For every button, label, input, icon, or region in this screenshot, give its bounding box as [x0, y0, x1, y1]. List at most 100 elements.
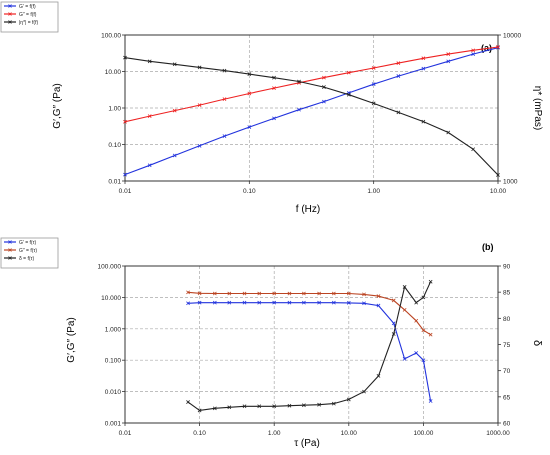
data-point-a-1 [172, 108, 177, 113]
data-point-b-2 [402, 285, 407, 289]
data-point-b-1 [402, 308, 407, 312]
data-point-b-1 [197, 291, 202, 296]
legend-label: G′ = f(f) [19, 4, 36, 10]
data-point-b-1 [362, 292, 366, 297]
y2-tick-label: 70 [503, 368, 511, 375]
legend-label: G″ = f(f) [19, 12, 37, 18]
data-point-b-1 [414, 318, 419, 323]
data-point-b-2 [362, 389, 366, 394]
data-point-b-2 [428, 279, 433, 284]
data-point-b-0 [186, 301, 190, 306]
data-point-a-0 [396, 74, 401, 78]
data-point-a-0 [247, 125, 252, 129]
data-point-b-2 [302, 403, 306, 408]
data-point-a-0 [297, 107, 301, 112]
x-tick-label: 0.01 [119, 430, 132, 437]
y2-tick-label: 90 [503, 264, 511, 271]
legend-marker [8, 240, 12, 244]
data-point-b-1 [331, 291, 336, 296]
data-point-a-1 [322, 75, 326, 80]
x-tick-label: 0.01 [119, 188, 132, 195]
data-point-a-1 [371, 66, 376, 70]
legend-label: G′ = f(τ) [19, 240, 37, 246]
data-point-a-0 [371, 82, 376, 87]
data-point-a-2 [222, 68, 227, 73]
data-point-b-2 [376, 374, 381, 378]
panel-label-b: (b) [482, 242, 494, 252]
legend-marker [8, 12, 12, 16]
data-point-b-0 [402, 357, 407, 361]
data-point-a-0 [123, 172, 127, 177]
x-tick-label: 1.00 [367, 188, 380, 195]
data-point-a-2 [396, 110, 401, 115]
data-point-a-1 [147, 114, 152, 118]
data-point-a-2 [446, 130, 451, 135]
data-point-b-0 [257, 300, 262, 305]
y-tick-label: 0.10 [108, 142, 121, 149]
y-tick-label: 0.010 [105, 389, 122, 396]
y2-tick-label: 65 [503, 394, 511, 401]
data-point-b-0 [391, 321, 396, 326]
data-point-a-2 [247, 72, 252, 76]
data-point-b-1 [428, 332, 433, 337]
data-point-a-0 [172, 153, 177, 158]
data-point-b-2 [414, 300, 419, 305]
data-point-a-1 [396, 61, 401, 65]
data-point-a-0 [471, 52, 476, 56]
data-point-b-2 [212, 406, 217, 411]
data-point-a-1 [446, 52, 451, 56]
data-point-a-1 [421, 56, 426, 61]
data-point-a-1 [496, 45, 500, 49]
data-point-a-1 [471, 48, 476, 53]
data-point-b-0 [376, 303, 381, 308]
y2-tick-label: 60 [503, 421, 511, 428]
data-point-a-0 [421, 66, 426, 71]
data-point-b-0 [302, 300, 306, 305]
chart-panel-b: G′ = f(τ) G″ = f(τ) δ = f(τ) (b) G′,G″ (Pa… [0, 237, 543, 449]
legend-marker [8, 248, 12, 252]
data-point-b-0 [414, 351, 419, 355]
chart-panel-a: G′ = f(f)G″ = f(f)|η*| = f(f) (a) G′,G″ … [0, 1, 543, 215]
data-point-a-0 [197, 143, 202, 148]
y2-tick-label: 85 [503, 290, 511, 297]
data-point-b-1 [212, 291, 217, 296]
plot-frame [124, 265, 499, 424]
data-point-a-1 [272, 86, 276, 91]
data-point-a-1 [222, 97, 227, 102]
y2-tick-label: 75 [503, 342, 511, 349]
data-point-b-1 [186, 290, 190, 295]
y-tick-label: 1.000 [105, 326, 122, 333]
data-point-a-2 [322, 85, 326, 89]
data-point-b-2 [242, 404, 247, 409]
data-point-a-2 [123, 55, 127, 60]
data-point-b-2 [186, 400, 190, 404]
data-point-a-1 [247, 91, 252, 96]
series-line-a-0 [124, 47, 499, 176]
x-tick-label: 1000.00 [486, 430, 510, 437]
x-tick-label: 0.10 [243, 188, 256, 195]
data-point-b-0 [362, 301, 366, 306]
data-point-b-2 [272, 404, 277, 409]
data-point-a-0 [322, 99, 326, 104]
x-axis-label-a: f (Hz) [296, 204, 320, 215]
data-point-b-2 [287, 403, 292, 408]
y2-tick-label: 10000 [503, 33, 521, 40]
y-tick-label: 0.100 [105, 358, 122, 365]
data-point-b-2 [197, 408, 202, 413]
x-tick-label: 0.10 [193, 430, 206, 437]
legend-label: δ = f(τ) [19, 256, 35, 262]
data-point-b-0 [227, 300, 232, 305]
data-point-b-2 [257, 404, 262, 409]
data-point-b-0 [212, 300, 217, 305]
data-point-a-2 [371, 101, 376, 106]
legend-b: G′ = f(τ) G″ = f(τ) δ = f(τ) [4, 240, 37, 262]
data-point-a-0 [446, 59, 451, 64]
data-point-b-0 [272, 300, 277, 305]
data-point-a-2 [297, 79, 301, 84]
legend-a: G′ = f(f) G″ = f(f) |η*| = f(f) [4, 4, 38, 26]
x-tick-label: 1.00 [268, 430, 281, 437]
data-point-b-1 [346, 291, 351, 296]
data-point-b-0 [287, 300, 292, 305]
y2-axis-label-a: η* (mPas) [532, 86, 543, 130]
